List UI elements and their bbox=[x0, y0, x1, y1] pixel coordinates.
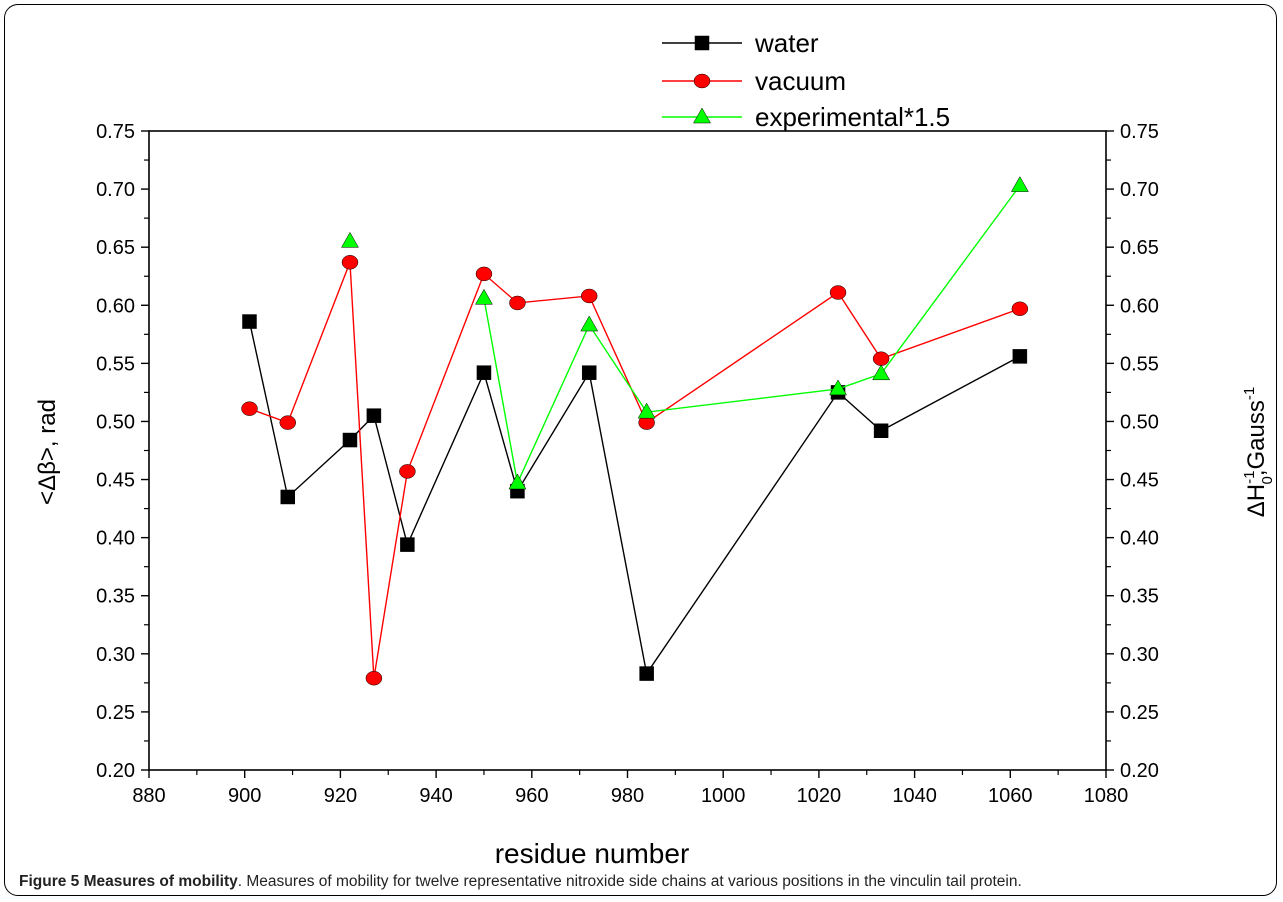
y-tick-label-right: 0.70 bbox=[1120, 179, 1159, 201]
figure-frame: 880 900 920 940 960 980 1000 1020 1040 1060 1080 0.… bbox=[4, 4, 1277, 896]
x-tick-label: 1060 bbox=[988, 785, 1033, 807]
y-tick-label-right: 0.75 bbox=[1120, 121, 1159, 143]
y-tick-label-right: 0.25 bbox=[1120, 702, 1159, 724]
marker-triangle bbox=[872, 364, 891, 381]
marker-circle bbox=[399, 464, 416, 479]
series-experimental-1-5 bbox=[341, 176, 1029, 490]
figure-caption: Figure 5 Measures of mobility. Measures … bbox=[19, 873, 1022, 891]
y-tick-label-left: 0.45 bbox=[96, 470, 135, 492]
plot-frame bbox=[148, 130, 1107, 771]
y-axis-label-right: ΔH-10,Gauss-1 bbox=[1241, 387, 1276, 517]
marker-circle bbox=[1011, 301, 1029, 317]
y-tick-label-left: 0.65 bbox=[96, 237, 135, 259]
svg-text:ΔH-10,Gauss-1: ΔH-10,Gauss-1 bbox=[1241, 387, 1276, 517]
marker-square bbox=[694, 35, 710, 51]
y-tick-label-right: 0.20 bbox=[1120, 760, 1159, 782]
marker-triangle bbox=[475, 288, 493, 305]
series-line bbox=[248, 321, 1021, 676]
y-tick-label-right: 0.45 bbox=[1120, 470, 1159, 492]
marker-circle bbox=[693, 73, 711, 89]
marker-square bbox=[400, 537, 415, 552]
x-tick-label: 880 bbox=[132, 785, 165, 807]
x-tick-label: 940 bbox=[419, 785, 452, 807]
marker-square bbox=[366, 408, 382, 423]
series-line bbox=[249, 262, 1021, 679]
y-tick-label-left: 0.50 bbox=[96, 411, 135, 433]
marker-circle bbox=[872, 351, 890, 366]
marker-circle bbox=[475, 266, 493, 282]
x-axis-label: residue number bbox=[495, 838, 690, 869]
legend-item: water bbox=[662, 28, 819, 58]
y-tick-label-left: 0.25 bbox=[96, 702, 135, 724]
series-line bbox=[483, 185, 1021, 486]
y-tick-label-left: 0.40 bbox=[96, 528, 135, 550]
legend-label: experimental*1.5 bbox=[755, 102, 950, 132]
y-tick-label-right: 0.60 bbox=[1120, 295, 1159, 317]
y-tick-label-left: 0.60 bbox=[96, 295, 135, 317]
marker-square bbox=[639, 666, 654, 681]
x-tick-label: 980 bbox=[611, 785, 644, 807]
legend-item: experimental*1.5 bbox=[662, 102, 950, 132]
x-tick-label: 1000 bbox=[701, 785, 746, 807]
x-tick-label: 1020 bbox=[797, 785, 842, 807]
x-tick-label: 920 bbox=[324, 785, 357, 807]
caption-label: Figure 5 Measures of mobility bbox=[19, 873, 238, 890]
marker-triangle bbox=[637, 402, 656, 419]
x-tick-label: 900 bbox=[228, 785, 261, 807]
x-tick-label: 1040 bbox=[892, 785, 937, 807]
y-tick-label-right: 0.30 bbox=[1120, 644, 1159, 666]
marker-circle bbox=[279, 415, 297, 430]
y-tick-label-left: 0.55 bbox=[96, 353, 135, 375]
marker-triangle bbox=[693, 107, 711, 124]
marker-circle bbox=[580, 288, 598, 304]
y-tick-label-right: 0.55 bbox=[1120, 353, 1159, 375]
marker-circle bbox=[509, 295, 526, 311]
marker-circle bbox=[365, 670, 383, 686]
y-tick-label-left: 0.30 bbox=[96, 644, 135, 666]
y-tick-label-left: 0.20 bbox=[96, 760, 135, 782]
marker-square bbox=[581, 365, 597, 380]
marker-square bbox=[342, 432, 358, 448]
marker-square bbox=[280, 489, 296, 505]
series-vacuum bbox=[241, 255, 1029, 686]
marker-triangle bbox=[580, 315, 599, 332]
y-tick-label-right: 0.65 bbox=[1120, 237, 1159, 259]
marker-square bbox=[242, 314, 257, 329]
marker-circle bbox=[241, 401, 258, 416]
marker-circle bbox=[829, 285, 847, 300]
marker-circle bbox=[341, 255, 359, 270]
x-tick-label: 960 bbox=[515, 785, 548, 807]
y-tick-label-right: 0.50 bbox=[1120, 411, 1159, 433]
y-tick-label-left: 0.70 bbox=[96, 179, 135, 201]
y-tick-label-left: 0.35 bbox=[96, 586, 135, 608]
caption-text: . Measures of mobility for twelve repres… bbox=[237, 873, 1022, 890]
marker-triangle bbox=[1010, 176, 1029, 192]
legend-item: vacuum bbox=[662, 66, 846, 96]
marker-triangle bbox=[508, 473, 527, 490]
chart: 880 900 920 940 960 980 1000 1020 1040 1060 1080 0.… bbox=[34, 28, 1276, 869]
x-tick-label: 1080 bbox=[1084, 785, 1129, 807]
y-axis-label-left: <Δβ>, rad bbox=[34, 399, 61, 505]
marker-triangle bbox=[829, 379, 847, 396]
y-tick-label-right: 0.40 bbox=[1120, 528, 1159, 550]
marker-triangle bbox=[341, 231, 359, 248]
series-water bbox=[242, 314, 1028, 681]
legend-label: water bbox=[754, 28, 819, 58]
marker-square bbox=[1012, 349, 1028, 364]
y-tick-label-right: 0.35 bbox=[1120, 586, 1159, 608]
marker-square bbox=[476, 365, 492, 380]
y-tick-label-left: 0.75 bbox=[96, 121, 135, 143]
legend-label: vacuum bbox=[755, 66, 846, 96]
marker-square bbox=[873, 423, 889, 438]
